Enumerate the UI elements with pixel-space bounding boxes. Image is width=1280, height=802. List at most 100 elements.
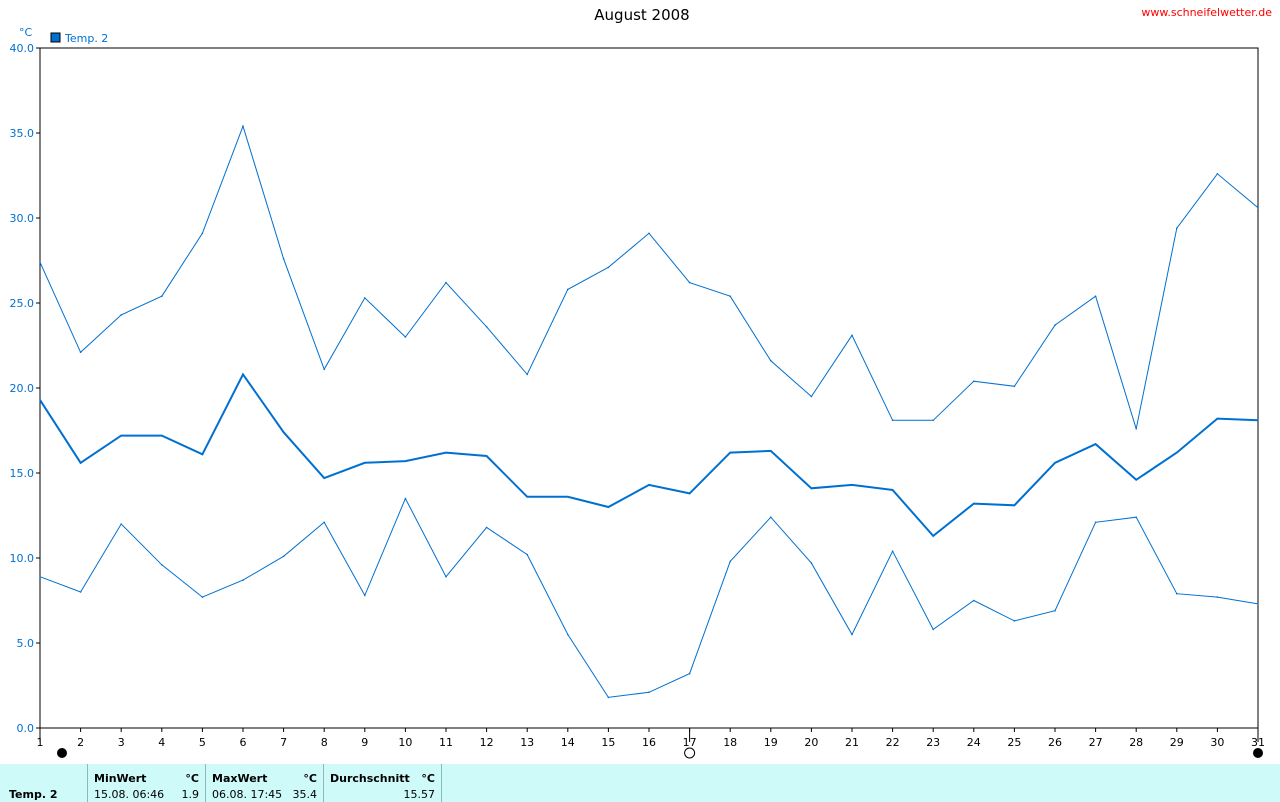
data-point-max [404,336,407,338]
data-point-min [1135,516,1137,518]
x-tick-label: 8 [321,736,328,749]
x-tick-label: 29 [1170,736,1184,749]
data-point-mean [1013,504,1016,507]
data-point-max [1257,207,1259,209]
data-point-mean [607,506,610,508]
data-point-min [364,594,366,597]
data-point-min [323,521,326,524]
data-point-mean [770,450,772,452]
stats-avg-unit: °C [421,772,435,785]
stats-max-cell: MaxWert °C 06.08. 17:45 35.4 [206,764,324,802]
data-point-mean [1054,462,1056,464]
x-tick-label: 18 [723,736,737,749]
data-point-mean [282,431,285,434]
data-point-min [851,633,853,636]
x-tick-label: 23 [926,736,940,749]
stats-min-datetime: 15.08. 06:46 [94,788,165,801]
data-point-min [1013,620,1016,622]
data-point-min [891,550,894,552]
data-point-max [688,281,691,284]
data-point-mean [445,451,447,454]
stats-min-header: MinWert [94,772,147,785]
data-point-min [485,526,488,529]
stats-min-unit: °C [185,772,199,785]
x-tick-label: 26 [1048,736,1062,749]
x-tick-label: 25 [1007,736,1021,749]
stats-max-header: MaxWert [212,772,268,785]
data-point-mean [364,462,366,464]
full-moon-marker [57,748,67,758]
data-point-mean [729,451,731,454]
data-point-min [973,599,975,602]
stats-min-cell: MinWert °C 15.08. 06:46 1.9 [88,764,206,802]
new-moon-marker [684,747,696,759]
data-point-mean [1216,417,1219,420]
site-link[interactable]: www.schneifelwetter.de [1141,6,1272,19]
x-tick-label: 14 [561,736,575,749]
stats-row-label: Temp. 2 [9,788,58,801]
x-tick-label: 10 [398,736,412,749]
data-point-min [1094,521,1097,524]
data-point-mean [39,399,41,401]
stats-max-unit: °C [303,772,317,785]
x-tick-label: 4 [158,736,165,749]
x-tick-label: 12 [480,736,494,749]
stats-min-value: 1.9 [181,788,200,801]
data-point-min [932,628,934,631]
data-point-mean [973,502,975,505]
data-point-max [932,419,934,422]
y-tick-label: 30.0 [10,212,35,225]
data-point-min [404,497,407,500]
data-point-max [1216,173,1219,175]
x-tick-label: 27 [1089,736,1103,749]
data-point-max [567,288,569,291]
data-point-mean [891,489,894,491]
temperature-chart: 0.05.010.015.020.025.030.035.040.01 2 3 4 5 6… [10,26,1265,759]
x-tick-label: 5 [199,736,206,749]
data-point-mean [120,434,122,437]
y-tick-label: 35.0 [10,127,35,140]
data-point-min [607,696,610,699]
x-tick-label: 16 [642,736,656,749]
data-point-mean [161,434,163,437]
data-point-max [810,395,813,398]
stats-max-value: 35.4 [292,788,318,801]
data-point-mean [79,462,82,464]
legend: Temp. 2 [50,32,108,45]
x-tick-label: 20 [804,736,818,749]
stats-avg-value: 15.57 [403,788,436,801]
data-point-min [1257,603,1259,605]
y-tick-label: 15.0 [10,467,35,480]
data-point-min [526,553,528,556]
x-tick-label: 7 [280,736,287,749]
data-point-max [973,380,975,383]
x-tick-label: 21 [845,736,859,749]
data-point-max [1013,385,1016,388]
data-point-min [810,562,813,564]
data-point-max [851,334,853,337]
x-tick-label: 9 [361,736,368,749]
x-tick-label: 3 [118,736,125,749]
data-point-min [282,555,285,558]
data-point-min [242,579,244,581]
data-point-min [120,523,122,525]
x-tick-label: 28 [1129,736,1143,749]
x-tick-label: 11 [439,736,453,749]
data-point-max [1094,295,1097,298]
series [39,124,1259,699]
data-point-min [39,575,41,578]
data-point-mean [932,535,934,537]
data-point-mean [242,373,244,376]
y-tick-label: 25.0 [10,297,35,310]
data-point-mean [404,460,407,462]
x-tick-label: 22 [886,736,900,749]
data-point-max [201,232,204,235]
chart-title: August 2008 [594,6,690,24]
data-point-max [1176,227,1178,229]
data-point-max [770,360,772,362]
x-tick-label: 30 [1210,736,1224,749]
y-tick-label: 20.0 [10,382,35,395]
data-point-max [729,295,731,298]
x-tick-label: 2 [77,736,84,749]
y-axis-unit: °C [19,26,33,39]
